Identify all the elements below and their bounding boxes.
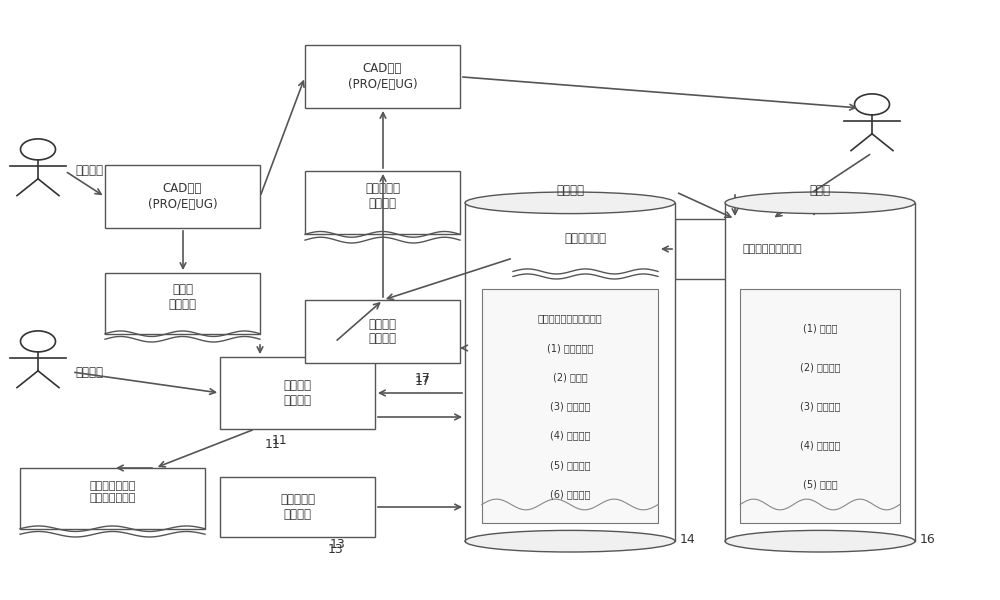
Text: (5) 参数关联: (5) 参数关联: [550, 460, 590, 470]
Text: 13: 13: [328, 543, 344, 556]
Text: 预制构件的
三维模型: 预制构件的 三维模型: [365, 182, 400, 210]
FancyBboxPatch shape: [675, 219, 870, 279]
Text: 特征库: 特征库: [810, 184, 830, 197]
Text: 17: 17: [415, 375, 431, 388]
FancyBboxPatch shape: [482, 289, 658, 523]
Text: 14: 14: [680, 533, 696, 546]
Text: (4) 参数关联: (4) 参数关联: [800, 440, 840, 450]
Text: (2) 主参数: (2) 主参数: [553, 372, 587, 382]
FancyBboxPatch shape: [740, 289, 900, 523]
Ellipse shape: [725, 530, 915, 552]
FancyBboxPatch shape: [513, 216, 658, 271]
Text: (1) 零部件组成: (1) 零部件组成: [547, 343, 593, 353]
Text: (3) 形状特征: (3) 形状特征: [800, 401, 840, 411]
FancyBboxPatch shape: [20, 468, 205, 529]
Text: 添加建模规则的
零部件框架模型: 添加建模规则的 零部件框架模型: [89, 481, 136, 503]
Text: 16: 16: [920, 533, 936, 546]
Text: CAD软件
(PRO/E、UG): CAD软件 (PRO/E、UG): [348, 62, 417, 91]
FancyBboxPatch shape: [105, 273, 260, 334]
Text: (2) 装配特征: (2) 装配特征: [800, 362, 840, 372]
Text: (4) 形状特征: (4) 形状特征: [550, 430, 590, 440]
Text: 几何信息: 几何信息: [75, 164, 103, 178]
FancyBboxPatch shape: [725, 203, 915, 541]
Text: 框架模型库
维护模块: 框架模型库 维护模块: [280, 493, 315, 521]
Ellipse shape: [465, 192, 675, 214]
Ellipse shape: [465, 530, 675, 552]
FancyBboxPatch shape: [465, 203, 675, 541]
Text: 零部件库: 零部件库: [556, 184, 584, 197]
Text: 三维模型
生成引擎: 三维模型 生成引擎: [368, 317, 396, 346]
Text: 15: 15: [832, 306, 848, 319]
FancyBboxPatch shape: [305, 45, 460, 108]
FancyBboxPatch shape: [305, 171, 460, 235]
FancyBboxPatch shape: [220, 357, 375, 429]
Text: 11: 11: [265, 438, 281, 451]
Text: 零部件
框架模型: 零部件 框架模型: [168, 283, 196, 311]
Text: (5) 零部件: (5) 零部件: [803, 479, 837, 489]
Ellipse shape: [725, 192, 915, 214]
Text: 建模规则
维护模块: 建模规则 维护模块: [284, 379, 312, 407]
Text: (6) 特征关联: (6) 特征关联: [550, 489, 590, 499]
Text: 13: 13: [330, 538, 346, 551]
FancyBboxPatch shape: [105, 165, 260, 228]
Text: 11: 11: [272, 434, 288, 448]
Text: (1) 主参数: (1) 主参数: [803, 323, 837, 333]
FancyBboxPatch shape: [305, 300, 460, 363]
Text: 基于规则的预制构件模型: 基于规则的预制构件模型: [538, 313, 602, 323]
Text: 15: 15: [830, 299, 846, 313]
FancyBboxPatch shape: [220, 477, 375, 537]
Text: (3) 装配特征: (3) 装配特征: [550, 401, 590, 411]
Text: CAD软件
(PRO/E、UG): CAD软件 (PRO/E、UG): [148, 182, 217, 211]
Text: 模型生成描述: 模型生成描述: [564, 232, 606, 245]
Text: 17: 17: [415, 371, 431, 385]
Text: 建模规则: 建模规则: [75, 365, 103, 379]
Text: 整机参数化建模模块: 整机参数化建模模块: [743, 244, 802, 254]
